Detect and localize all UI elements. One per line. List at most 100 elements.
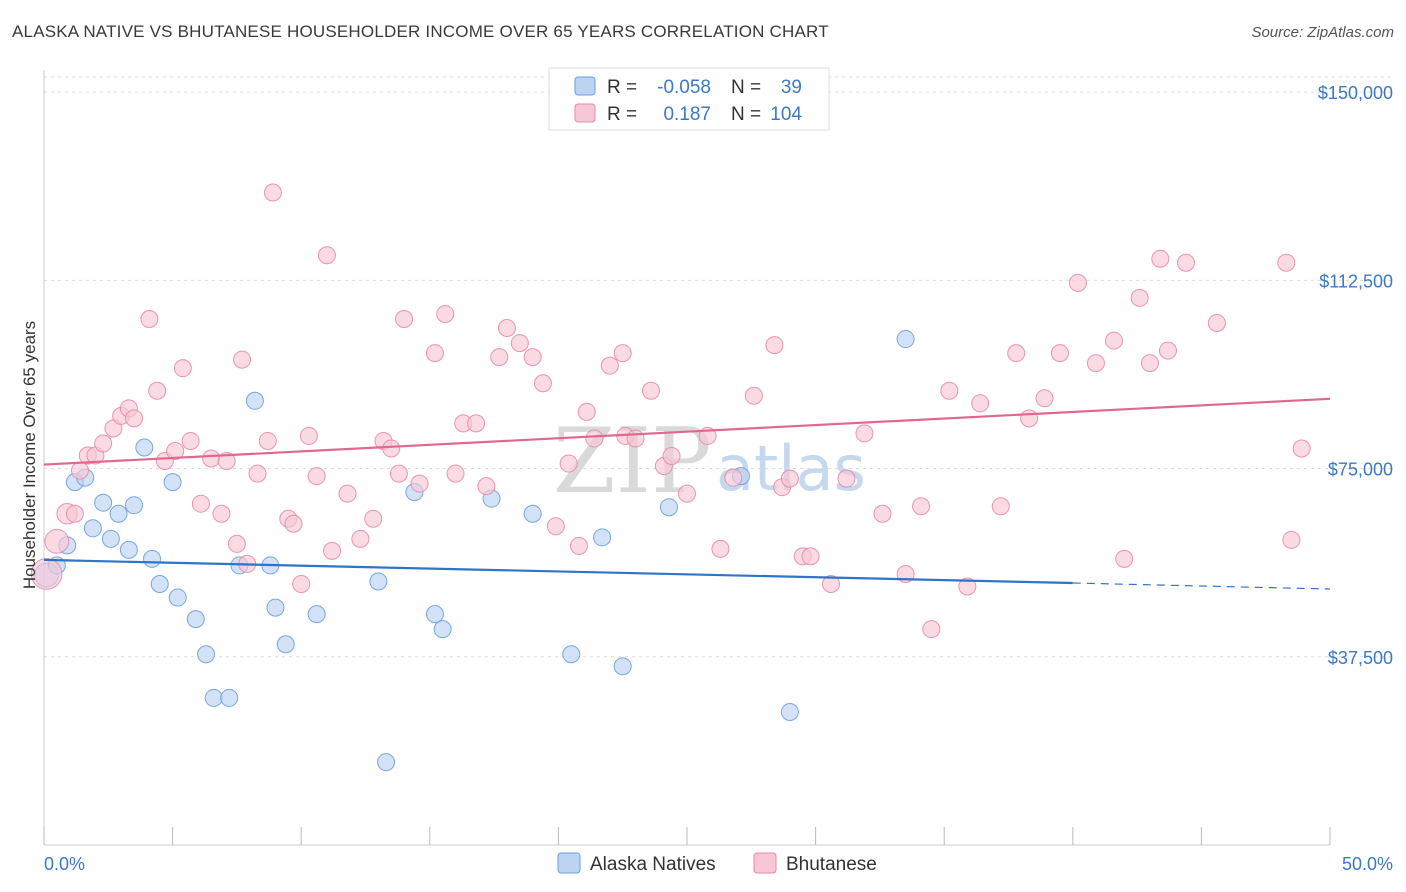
- data-point: [317, 246, 336, 265]
- data-point: [559, 454, 578, 473]
- data-point: [896, 330, 915, 349]
- data-point: [425, 344, 444, 363]
- data-point: [991, 497, 1010, 516]
- legend-n-value-bhutanese: 104: [770, 104, 802, 125]
- data-point: [477, 477, 496, 496]
- data-point: [577, 402, 596, 421]
- data-point: [168, 588, 187, 607]
- data-point: [410, 474, 429, 493]
- data-point: [425, 605, 444, 624]
- data-point: [837, 469, 856, 488]
- data-point: [1292, 439, 1311, 458]
- data-point: [1035, 389, 1054, 408]
- data-point: [446, 464, 465, 483]
- data-point: [299, 426, 318, 445]
- data-point: [562, 645, 581, 664]
- data-point: [382, 439, 401, 458]
- data-point: [150, 575, 169, 593]
- legend-n-label-bhutanese: N =: [731, 104, 761, 125]
- data-point: [626, 429, 645, 448]
- data-point: [94, 493, 113, 512]
- data-point: [467, 414, 486, 433]
- data-point: [613, 657, 632, 676]
- data-point: [140, 309, 159, 328]
- data-point: [662, 447, 681, 466]
- data-point: [1158, 341, 1177, 360]
- data-point: [377, 753, 396, 772]
- data-point: [971, 394, 990, 413]
- data-point: [248, 464, 267, 483]
- data-point: [569, 536, 588, 555]
- data-point: [765, 336, 784, 355]
- data-point: [307, 605, 326, 624]
- data-point: [202, 449, 221, 468]
- legend-n-value-alaska: 39: [781, 77, 802, 98]
- data-point: [593, 528, 612, 547]
- data-point: [83, 519, 102, 538]
- y-tick-label: $37,500: [1328, 648, 1393, 668]
- axes: $37,500 $75,000 $112,500 $150,000: [43, 70, 1393, 846]
- data-point: [30, 558, 63, 590]
- data-point: [780, 469, 799, 488]
- data-point: [585, 429, 604, 448]
- data-point: [389, 464, 408, 483]
- data-point: [197, 645, 216, 664]
- legend-swatch-alaska: [574, 76, 596, 96]
- data-point: [135, 438, 154, 457]
- data-point: [71, 461, 90, 480]
- data-point: [263, 183, 282, 202]
- data-point: [143, 549, 162, 568]
- data-point: [1115, 549, 1134, 568]
- data-point: [109, 504, 128, 523]
- data-point: [497, 319, 516, 338]
- y-tick-label: $112,500: [1319, 271, 1393, 291]
- y-tick-label: $75,000: [1328, 460, 1393, 480]
- data-point: [119, 540, 138, 559]
- data-point: [186, 610, 205, 629]
- legend-r-value-alaska: -0.058: [657, 77, 711, 98]
- data-point: [125, 496, 144, 515]
- data-point: [1050, 344, 1069, 363]
- data-point: [44, 528, 70, 554]
- y-tick-label: $150,000: [1318, 83, 1393, 103]
- x-tick-label-min: 0.0%: [44, 854, 85, 874]
- data-point: [181, 431, 200, 450]
- data-point: [1207, 314, 1226, 332]
- data-point: [1020, 409, 1039, 428]
- data-point: [212, 504, 231, 523]
- data-point: [266, 598, 285, 617]
- data-point: [659, 498, 678, 517]
- data-point: [711, 539, 730, 558]
- data-point: [369, 572, 388, 591]
- data-point: [958, 577, 977, 596]
- data-point: [173, 359, 192, 378]
- data-point: [1104, 331, 1123, 350]
- data-point: [533, 374, 552, 393]
- bottom-legend-label-alaska: Alaska Natives: [590, 854, 716, 875]
- data-point: [510, 334, 529, 353]
- y-axis-title: Householder Income Over 65 years: [20, 321, 39, 589]
- data-point: [351, 529, 370, 548]
- data-point: [292, 575, 311, 593]
- data-point: [922, 620, 941, 639]
- data-point: [1176, 253, 1195, 272]
- series-layer: [30, 183, 1331, 772]
- data-point: [1277, 253, 1296, 272]
- data-point: [227, 534, 246, 553]
- data-point: [191, 494, 210, 513]
- data-point: [523, 348, 542, 367]
- data-point: [364, 509, 383, 528]
- data-point: [523, 504, 542, 523]
- data-point: [395, 309, 414, 328]
- data-point: [220, 688, 239, 707]
- data-point: [163, 473, 182, 492]
- bottom-legend-swatch-bhutanese: [753, 852, 777, 874]
- data-point: [1086, 354, 1105, 373]
- data-point: [724, 468, 743, 487]
- data-point: [613, 344, 632, 363]
- data-point: [801, 547, 820, 566]
- data-point: [307, 467, 326, 486]
- data-point: [600, 356, 619, 375]
- data-point: [436, 304, 455, 323]
- data-point: [780, 702, 799, 721]
